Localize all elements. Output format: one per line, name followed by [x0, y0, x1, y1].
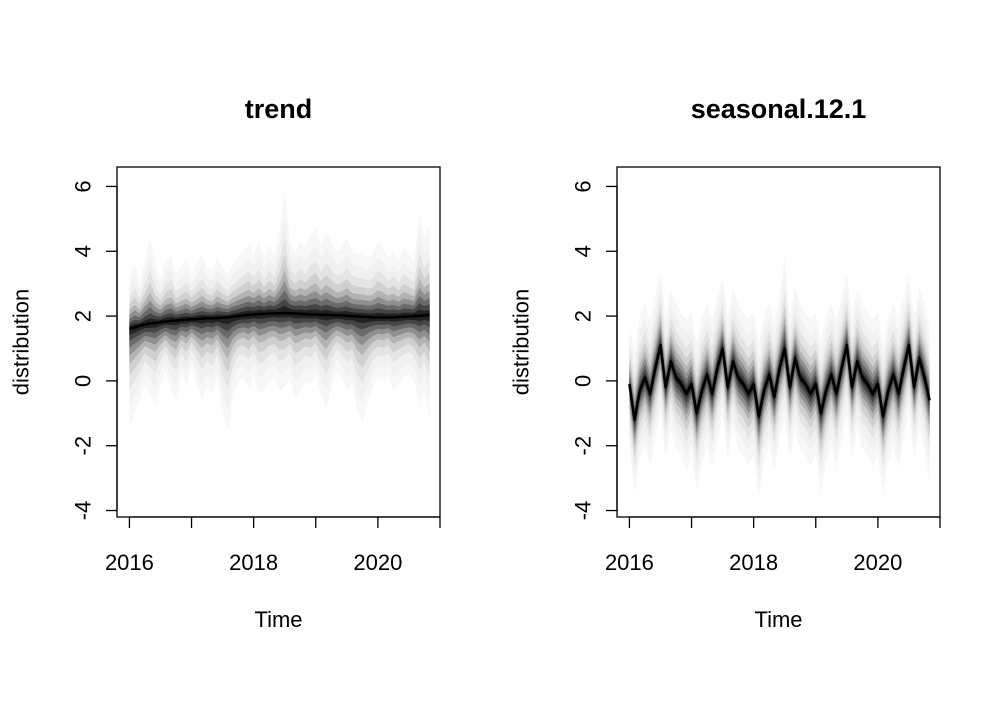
band-8 [129, 305, 430, 335]
x-tick-label: 2020 [353, 550, 402, 575]
y-tick-label: 6 [71, 180, 96, 192]
panel-title: seasonal.12.1 [691, 94, 867, 124]
x-axis-label: Time [254, 607, 302, 632]
band-7 [129, 298, 430, 341]
x-tick-label: 2016 [105, 550, 154, 575]
x-tick-label: 2018 [229, 550, 278, 575]
x-tick-label: 2016 [605, 550, 654, 575]
seasonal-panel: 2016 2018 2020 -4 -2 0 2 4 6 seasonal.12.1 Time dis… [509, 94, 941, 632]
median-line [628, 343, 931, 422]
y-axis-label: distribution [509, 289, 534, 395]
trend-panel: 2016 2018 2020 -4 -2 0 2 4 6 trend Time distributio… [9, 94, 441, 632]
panel-title: trend [245, 94, 313, 124]
x-axis-label: Time [754, 607, 802, 632]
y-tick-label: 6 [571, 180, 596, 192]
x-tick-label: 2020 [853, 550, 902, 575]
y-tick-label: 2 [71, 310, 96, 322]
y-tick-label: 4 [71, 245, 96, 257]
y-tick-label: -4 [571, 501, 596, 521]
y-tick-label: 2 [571, 310, 596, 322]
y-tick-label: 0 [571, 375, 596, 387]
y-tick-label: 0 [71, 375, 96, 387]
y-axis-label: distribution [9, 289, 34, 395]
median-line [129, 311, 430, 331]
y-tick-label: -4 [71, 501, 96, 521]
y-tick-label: -2 [571, 436, 596, 456]
y-tick-label: -2 [71, 436, 96, 456]
y-tick-label: 4 [571, 245, 596, 257]
x-tick-label: 2018 [729, 550, 778, 575]
